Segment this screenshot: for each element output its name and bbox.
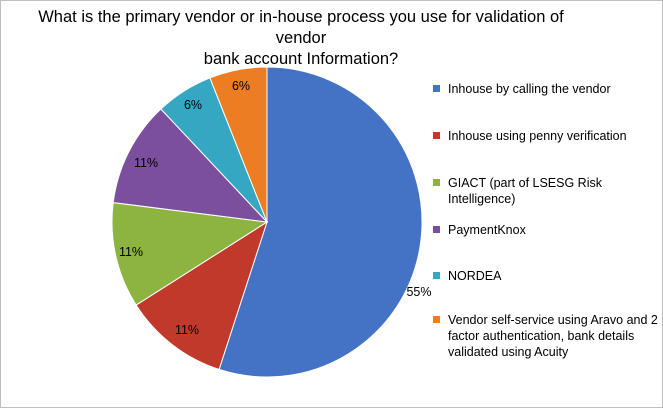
chart-title-line-1: What is the primary vendor or in-house p… [38,8,564,47]
legend-swatch [433,85,440,92]
slice-data-label: 11% [119,245,143,259]
legend-label: PaymentKnox [448,223,526,237]
legend-label: NORDEA [448,269,502,283]
legend-swatch [433,226,440,233]
pie-slice [209,66,268,223]
pie-slice [218,66,423,378]
pie-slice [135,220,268,371]
legend-item: Vendor self-service using Aravo and 2 fa… [433,312,658,360]
legend-item: Inhouse by calling the vendor [433,81,658,97]
legend-swatch [433,272,440,279]
slice-data-label: 6% [232,79,250,93]
legend-label: Vendor self-service using Aravo and 2 fa… [448,313,658,359]
legend-label: Inhouse using penny verification [448,129,627,143]
legend-swatch [433,316,440,323]
slice-data-label: 6% [184,98,202,112]
slice-data-label: 55% [406,285,431,299]
slice-data-label: 11% [175,323,199,337]
pie-slice [112,108,269,223]
legend-label: GIACT (part of LSESG Risk Intelligence) [448,176,602,206]
legend-item: GIACT (part of LSESG Risk Intelligence) [433,175,658,207]
legend-swatch [433,132,440,139]
chart-title: What is the primary vendor or in-house p… [21,7,581,70]
legend-swatch [433,179,440,186]
legend-item: NORDEA [433,268,658,284]
pie-slice [111,202,269,306]
slice-data-label: 11% [134,156,158,170]
legend-label: Inhouse by calling the vendor [448,82,611,96]
chart-title-line-2: bank account Information? [203,50,399,68]
legend-item: Inhouse using penny verification [433,128,658,144]
legend-item: PaymentKnox [433,222,658,238]
